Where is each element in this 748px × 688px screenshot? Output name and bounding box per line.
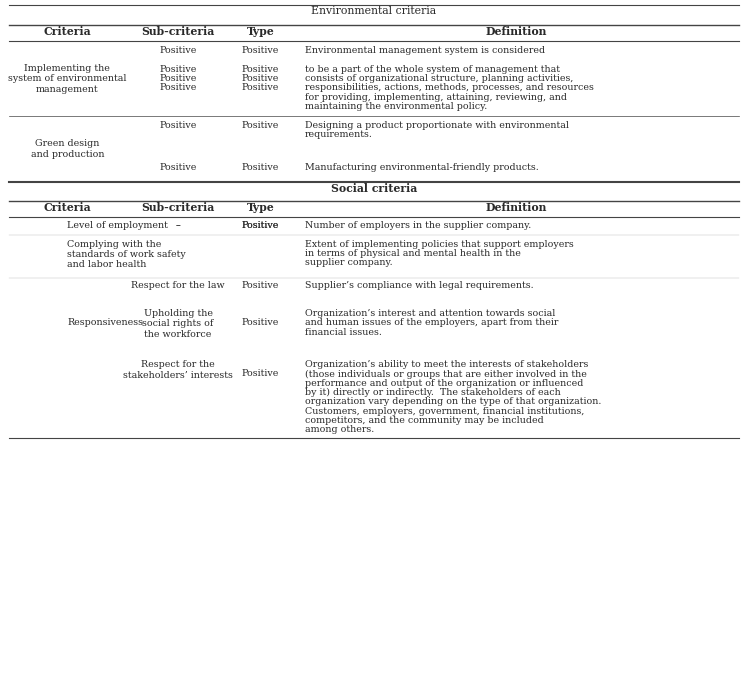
Text: Social criteria: Social criteria: [331, 183, 417, 194]
Text: Designing a product proportionate with environmental: Designing a product proportionate with e…: [305, 121, 569, 130]
Text: in terms of physical and mental health in the: in terms of physical and mental health i…: [305, 249, 521, 258]
Text: Positive: Positive: [242, 221, 279, 230]
Text: Type: Type: [246, 202, 275, 213]
Text: –: –: [176, 222, 180, 230]
Text: Number of employers in the supplier company.: Number of employers in the supplier comp…: [305, 222, 531, 230]
Text: Positive: Positive: [159, 74, 197, 83]
Text: performance and output of the organization or influenced: performance and output of the organizati…: [305, 378, 583, 388]
Text: for providing, implementing, attaining, reviewing, and: for providing, implementing, attaining, …: [305, 93, 567, 102]
Text: Definition: Definition: [485, 202, 547, 213]
Text: Customers, employers, government, financial institutions,: Customers, employers, government, financ…: [305, 407, 584, 416]
Text: competitors, and the community may be included: competitors, and the community may be in…: [305, 416, 544, 425]
Text: Positive: Positive: [159, 121, 197, 130]
Text: Level of employment: Level of employment: [67, 222, 168, 230]
Text: Positive: Positive: [242, 369, 279, 378]
Text: among others.: among others.: [305, 425, 375, 434]
Text: Positive: Positive: [242, 121, 279, 130]
Text: Type: Type: [246, 26, 275, 37]
Text: Positive: Positive: [242, 74, 279, 83]
Text: Implementing the
system of environmental
management: Implementing the system of environmental…: [8, 64, 126, 94]
Text: Positive: Positive: [242, 281, 279, 290]
Text: responsibilities, actions, methods, processes, and resources: responsibilities, actions, methods, proc…: [305, 83, 594, 92]
Text: supplier company.: supplier company.: [305, 258, 393, 267]
Text: Green design
and production: Green design and production: [31, 140, 104, 159]
Text: Upholding the
social rights of
the workforce: Upholding the social rights of the workf…: [142, 309, 214, 339]
Text: Positive: Positive: [159, 65, 197, 74]
Text: Complying with the
standards of work safety
and labor health: Complying with the standards of work saf…: [67, 239, 186, 270]
Text: Definition: Definition: [485, 26, 547, 37]
Text: Criteria: Criteria: [43, 202, 91, 213]
Text: Sub-criteria: Sub-criteria: [141, 202, 215, 213]
Text: Positive: Positive: [242, 83, 279, 92]
Text: organization vary depending on the type of that organization.: organization vary depending on the type …: [305, 398, 601, 407]
Text: financial issues.: financial issues.: [305, 327, 382, 336]
Text: Supplier’s compliance with legal requirements.: Supplier’s compliance with legal require…: [305, 281, 534, 290]
Text: Positive: Positive: [159, 46, 197, 55]
Text: Criteria: Criteria: [43, 26, 91, 37]
Text: Extent of implementing policies that support employers: Extent of implementing policies that sup…: [305, 239, 574, 248]
Text: Responsiveness: Responsiveness: [67, 319, 144, 327]
Text: Positive: Positive: [242, 46, 279, 55]
Text: Respect for the law: Respect for the law: [131, 281, 225, 290]
Text: Environmental criteria: Environmental criteria: [311, 6, 437, 16]
Text: Organization’s interest and attention towards social: Organization’s interest and attention to…: [305, 309, 556, 318]
Text: Positive: Positive: [159, 162, 197, 171]
Text: consists of organizational structure, planning activities,: consists of organizational structure, pl…: [305, 74, 574, 83]
Text: to be a part of the whole system of management that: to be a part of the whole system of mana…: [305, 65, 560, 74]
Text: Positive: Positive: [242, 222, 279, 230]
Text: Positive: Positive: [242, 65, 279, 74]
Text: Positive: Positive: [242, 319, 279, 327]
Text: Sub-criteria: Sub-criteria: [141, 26, 215, 37]
Text: –: –: [176, 221, 180, 230]
Text: Positive: Positive: [159, 83, 197, 92]
Text: and human issues of the employers, apart from their: and human issues of the employers, apart…: [305, 319, 559, 327]
Text: requirements.: requirements.: [305, 130, 373, 139]
Text: Organization’s ability to meet the interests of stakeholders: Organization’s ability to meet the inter…: [305, 361, 589, 369]
Text: (those individuals or groups that are either involved in the: (those individuals or groups that are ei…: [305, 369, 587, 378]
Text: Environmental management system is considered: Environmental management system is consi…: [305, 46, 545, 55]
Text: Respect for the
stakeholders’ interests: Respect for the stakeholders’ interests: [123, 361, 233, 380]
Text: by it) directly or indirectly.  The stakeholders of each: by it) directly or indirectly. The stake…: [305, 388, 561, 397]
Text: maintaining the environmental policy.: maintaining the environmental policy.: [305, 102, 488, 111]
Text: Manufacturing environmental-friendly products.: Manufacturing environmental-friendly pro…: [305, 162, 539, 171]
Text: Positive: Positive: [242, 162, 279, 171]
